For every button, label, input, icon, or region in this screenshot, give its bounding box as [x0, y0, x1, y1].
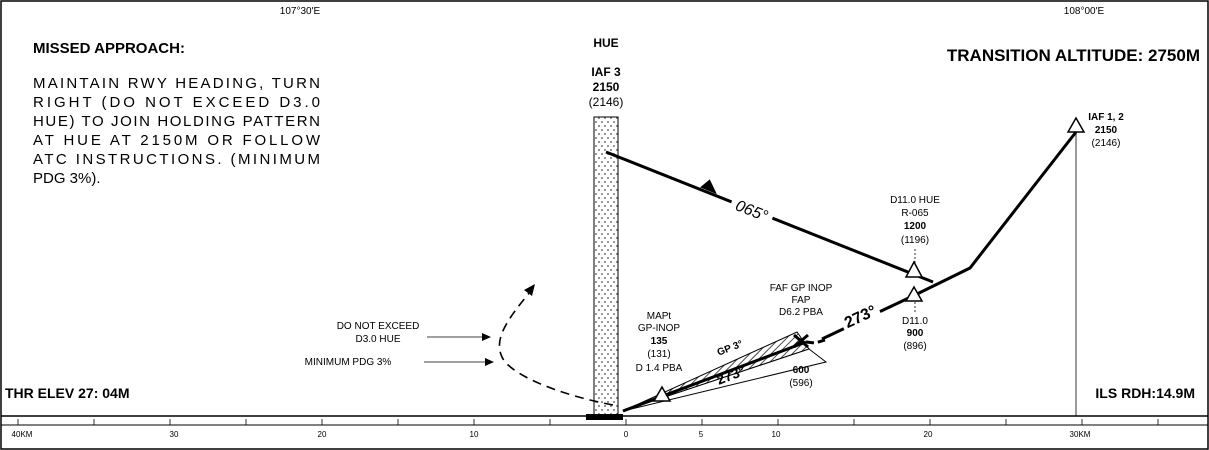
gp-angle-label: GP 3°: [716, 339, 745, 359]
hue-vor-column: [593, 116, 619, 417]
distance-scale-ticks: [17, 419, 1159, 425]
course-label-mask: [726, 189, 778, 231]
missed-approach-line: AT HUE AT 2150M OR FOLLOW: [33, 132, 321, 149]
do-not-exceed-d3: D3.0 HUE: [355, 334, 400, 345]
faf-label: FAF GP INOP: [770, 283, 833, 294]
missed-approach-title: MISSED APPROACH:: [33, 40, 185, 57]
gp-altitude: 600: [793, 365, 810, 376]
gp-altitude-ft: (596): [789, 378, 812, 389]
iaf12-altitude-ft: (2146): [1092, 138, 1121, 149]
faf-cross-icon: [793, 333, 809, 349]
hue-label: HUE: [593, 36, 618, 50]
iaf3-label: IAF 3: [591, 65, 621, 79]
iaf3-altitude-ft: (2146): [589, 95, 624, 109]
scale-label: 20: [318, 430, 327, 439]
iaf12-altitude: 2150: [1095, 125, 1118, 136]
d11-altitude-ft: (896): [903, 341, 926, 352]
missed-approach-line: HUE) TO JOIN HOLDING PATTERN: [33, 113, 320, 130]
fap-label: FAP: [792, 295, 811, 306]
mapt-label: MAPt: [647, 311, 672, 322]
d11-hue-altitude: 1200: [904, 221, 927, 232]
final-approach-track: [622, 340, 807, 413]
iaf12-label: IAF 1, 2: [1088, 112, 1124, 123]
iaf12-fix-triangle: [1066, 116, 1086, 133]
d11-label: D11.0: [902, 316, 928, 327]
minimum-pdg-label: MINIMUM PDG 3%: [305, 357, 392, 368]
scale-label: 40KM: [12, 430, 33, 439]
track-arrow-icon: [700, 179, 717, 195]
missed-approach-line: ATC INSTRUCTIONS. (MINIMUM: [33, 151, 320, 168]
runway-bar: [586, 414, 623, 420]
scale-label: 30KM: [1070, 430, 1091, 439]
glidepath-lower-wedge: [622, 348, 828, 412]
ils-rdh: ILS RDH:14.9M: [1095, 385, 1195, 401]
scale-label: 10: [772, 430, 781, 439]
missed-approach-instructions: MAINTAIN RWY HEADING, TURN RIGHT (DO NOT…: [33, 75, 321, 187]
missed-approach-path: [498, 291, 614, 406]
mapt-altitude-ft: (131): [647, 349, 670, 360]
course-273-mask: [837, 298, 883, 334]
d11-fix-triangle: [904, 285, 924, 302]
arrival-track: [914, 131, 1078, 297]
scale-label: 30: [170, 430, 179, 439]
do-not-exceed-label: DO NOT EXCEED: [337, 321, 420, 332]
mapt-gp-inop: GP-INOP: [638, 323, 681, 334]
faf-join-dashed: [805, 338, 826, 345]
d11-hue-fix-triangle: [904, 260, 924, 278]
missed-approach-line: PDG 3%).: [33, 170, 101, 187]
mapt-distance: D 1.4 PBA: [636, 363, 683, 374]
scale-label: 5: [699, 430, 704, 439]
transition-altitude: TRANSITION ALTITUDE: 2750M: [947, 46, 1200, 65]
d11-hue-radial: R-065: [901, 208, 929, 219]
course-273-label: 273°: [842, 303, 879, 332]
d11-hue-altitude-ft: (1196): [901, 235, 929, 246]
missed-approach-line: RIGHT (DO NOT EXCEED D3.0: [33, 94, 320, 111]
missed-approach-line: MAINTAIN RWY HEADING, TURN: [33, 75, 320, 92]
distance-scale: 40KM 30 20 10 0 5 10 20 30KM: [12, 430, 1091, 439]
scale-label: 10: [470, 430, 479, 439]
faf-distance: D6.2 PBA: [779, 307, 823, 318]
mapt-altitude: 135: [651, 336, 668, 347]
scale-label: 20: [924, 430, 933, 439]
d11-hue-label: D11.0 HUE: [890, 195, 940, 206]
do-not-exceed-arrow-icon: [482, 333, 491, 341]
d11-altitude: 900: [907, 328, 924, 339]
longitude-right-label: 108°00'E: [1064, 6, 1105, 17]
missed-approach-arrow-icon: [524, 284, 535, 296]
minimum-pdg-arrow-icon: [485, 358, 494, 366]
iaf3-altitude: 2150: [593, 80, 620, 94]
threshold-elevation: THR ELEV 27: 04M: [5, 385, 129, 401]
mapt-fix-triangle: [652, 385, 672, 402]
longitude-left-label: 107°30'E: [280, 6, 321, 17]
scale-label: 0: [624, 430, 629, 439]
